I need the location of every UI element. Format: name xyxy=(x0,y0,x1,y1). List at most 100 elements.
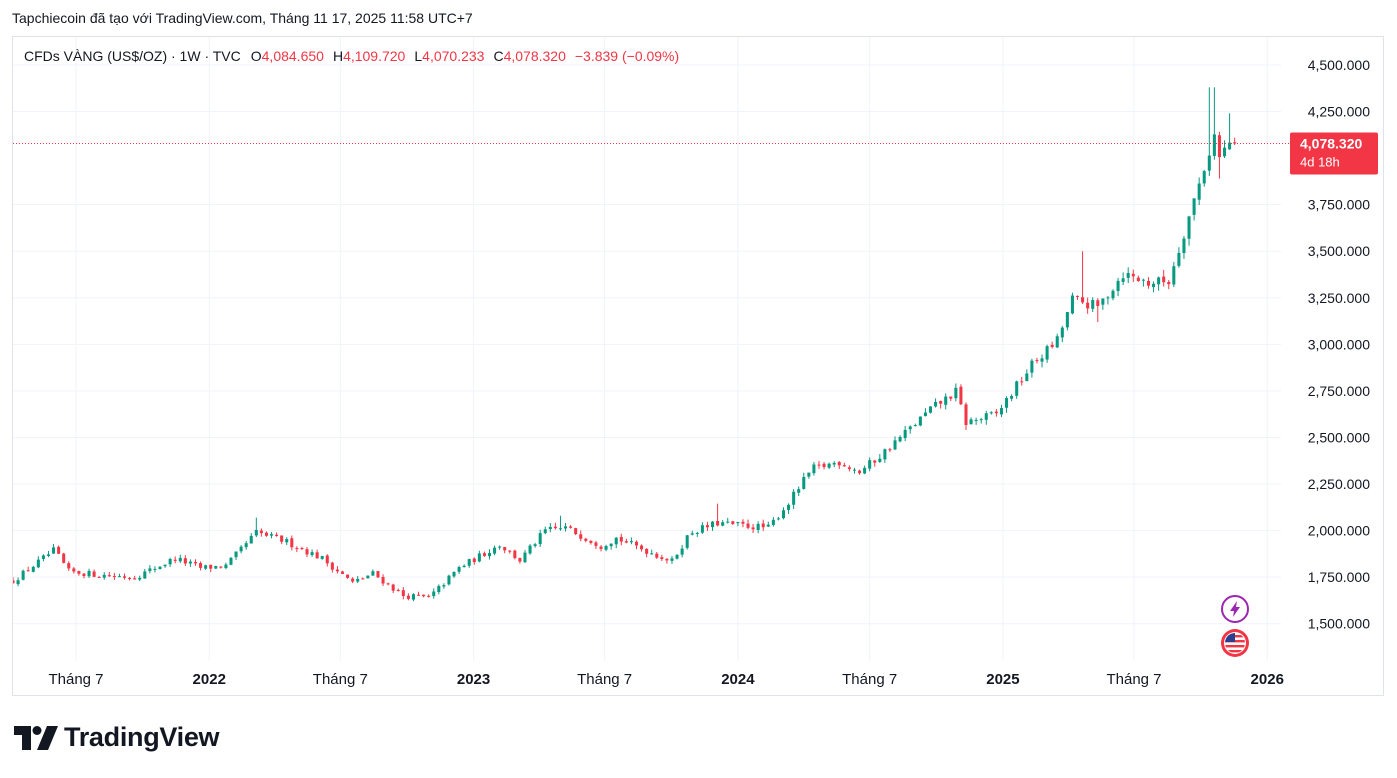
candle-up[interactable] xyxy=(533,542,537,548)
candle-down[interactable] xyxy=(842,462,846,467)
candle-down[interactable] xyxy=(417,591,421,596)
candle-down[interactable] xyxy=(315,549,319,559)
candle-up[interactable] xyxy=(188,559,192,567)
candle-down[interactable] xyxy=(340,570,345,575)
candle-up[interactable] xyxy=(807,472,811,479)
candle-up[interactable] xyxy=(792,489,796,509)
candle-up[interactable] xyxy=(432,588,436,599)
candle-down[interactable] xyxy=(579,530,583,542)
candle-up[interactable] xyxy=(1106,296,1110,305)
candle-down[interactable] xyxy=(1075,295,1080,300)
candle-down[interactable] xyxy=(1081,251,1085,305)
candle-up[interactable] xyxy=(224,562,228,570)
candle-down[interactable] xyxy=(427,594,431,598)
candle-down[interactable] xyxy=(994,409,998,417)
candle-up[interactable] xyxy=(650,549,654,555)
candle-up[interactable] xyxy=(776,516,780,521)
candle-down[interactable] xyxy=(705,521,709,531)
candle-down[interactable] xyxy=(949,396,953,402)
candle-down[interactable] xyxy=(751,524,755,534)
candle-up[interactable] xyxy=(1025,369,1029,382)
candle-up[interactable] xyxy=(214,565,218,570)
candle-down[interactable] xyxy=(1020,376,1024,386)
candle-down[interactable] xyxy=(351,577,355,584)
candle-up[interactable] xyxy=(913,423,917,427)
candle-down[interactable] xyxy=(1035,357,1039,364)
candle-down[interactable] xyxy=(26,566,30,572)
candle-down[interactable] xyxy=(482,551,486,558)
candle-down[interactable] xyxy=(888,447,892,453)
candle-down[interactable] xyxy=(193,559,198,566)
candle-up[interactable] xyxy=(158,566,162,570)
candle-up[interactable] xyxy=(736,521,740,527)
candle-up[interactable] xyxy=(787,503,791,514)
candle-down[interactable] xyxy=(295,546,299,553)
candle-up[interactable] xyxy=(493,545,497,556)
candle-up[interactable] xyxy=(168,557,172,567)
candle-up[interactable] xyxy=(1111,289,1115,301)
candle-down[interactable] xyxy=(645,548,649,558)
candle-down[interactable] xyxy=(280,535,284,545)
candle-down[interactable] xyxy=(305,547,309,558)
candle-up[interactable] xyxy=(832,461,836,468)
candle-down[interactable] xyxy=(183,555,187,566)
candle-up[interactable] xyxy=(700,522,704,534)
candle-down[interactable] xyxy=(199,561,203,571)
candle-down[interactable] xyxy=(346,574,350,579)
candle-up[interactable] xyxy=(148,565,152,574)
candle-down[interactable] xyxy=(209,564,213,573)
candle-down[interactable] xyxy=(594,540,598,550)
candle-up[interactable] xyxy=(802,472,806,490)
candle-down[interactable] xyxy=(381,574,385,586)
candle-up[interactable] xyxy=(143,568,147,579)
candle-up[interactable] xyxy=(498,545,502,550)
candle-up[interactable] xyxy=(102,572,106,580)
candle-down[interactable] xyxy=(325,554,329,567)
candle-up[interactable] xyxy=(117,573,121,578)
candle-up[interactable] xyxy=(52,543,56,554)
candle-up[interactable] xyxy=(1172,262,1176,288)
candle-up[interactable] xyxy=(16,577,20,587)
candle-up[interactable] xyxy=(442,583,446,589)
candle-up[interactable] xyxy=(178,554,182,564)
candle-up[interactable] xyxy=(543,526,547,535)
candle-down[interactable] xyxy=(837,461,841,470)
candle-up[interactable] xyxy=(1091,297,1095,313)
candle-up[interactable] xyxy=(1202,169,1206,187)
candle-down[interactable] xyxy=(584,537,588,543)
candle-up[interactable] xyxy=(614,536,618,549)
candle-down[interactable] xyxy=(72,567,76,574)
candle-up[interactable] xyxy=(523,550,527,563)
candle-down[interactable] xyxy=(376,570,380,579)
candle-up[interactable] xyxy=(548,523,552,533)
candle-up[interactable] xyxy=(1116,278,1120,297)
candle-down[interactable] xyxy=(361,577,365,580)
candle-up[interactable] xyxy=(249,533,253,544)
price-chart[interactable]: 1,500.000 1,750.000 2,000.000 2,250.000 2,50… xyxy=(13,37,1383,695)
candle-up[interactable] xyxy=(827,462,831,470)
candle-up[interactable] xyxy=(87,568,91,578)
candle-up[interactable] xyxy=(999,404,1003,418)
candle-up[interactable] xyxy=(629,537,633,545)
candle-up[interactable] xyxy=(564,522,568,532)
candle-up[interactable] xyxy=(320,555,324,560)
candle-down[interactable] xyxy=(553,522,557,530)
candle-up[interactable] xyxy=(1065,312,1069,331)
candle-down[interactable] xyxy=(761,519,765,531)
candle-up[interactable] xyxy=(1187,215,1191,246)
candle-up[interactable] xyxy=(928,406,933,414)
candle-down[interactable] xyxy=(112,572,116,581)
candle-down[interactable] xyxy=(959,384,963,405)
candle-up[interactable] xyxy=(1141,278,1145,287)
candle-down[interactable] xyxy=(503,546,507,554)
candle-down[interactable] xyxy=(873,459,877,467)
candle-up[interactable] xyxy=(163,564,167,568)
candle-down[interactable] xyxy=(1086,297,1090,314)
candle-up[interactable] xyxy=(1228,113,1232,150)
candle-up[interactable] xyxy=(558,515,562,531)
candle-up[interactable] xyxy=(1222,140,1227,158)
candle-up[interactable] xyxy=(310,549,314,557)
candle-down[interactable] xyxy=(624,538,628,544)
candle-up[interactable] xyxy=(690,530,694,536)
candle-up[interactable] xyxy=(979,417,983,424)
